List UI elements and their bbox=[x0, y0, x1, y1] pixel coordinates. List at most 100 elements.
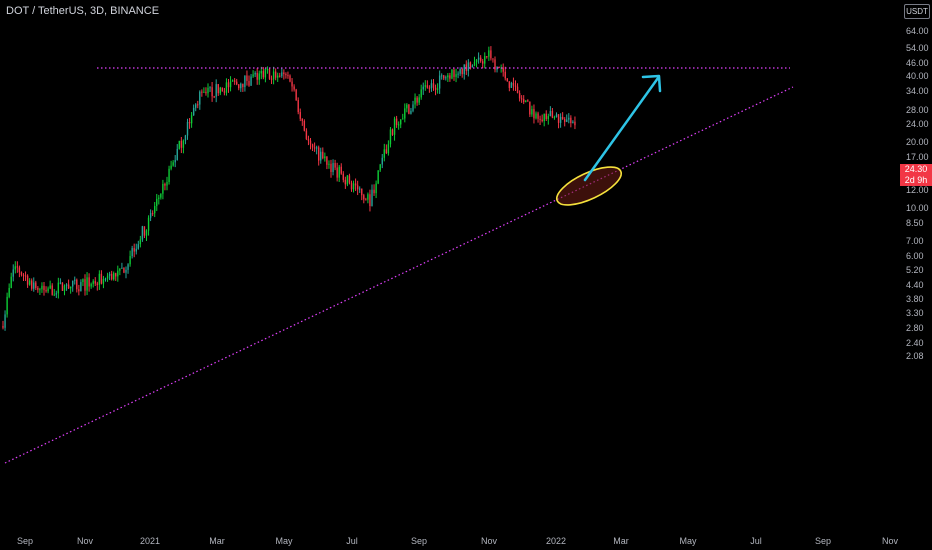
candle-body bbox=[438, 75, 441, 89]
candle-body bbox=[264, 69, 267, 78]
candle-body bbox=[467, 62, 470, 71]
candle-body bbox=[346, 175, 349, 185]
candle-body bbox=[494, 59, 496, 70]
candle-body bbox=[190, 115, 193, 124]
candle-body bbox=[227, 82, 230, 88]
candle-body bbox=[121, 267, 123, 269]
candle-body bbox=[340, 166, 342, 174]
candle-body bbox=[110, 273, 113, 280]
candle-body bbox=[262, 71, 265, 78]
candle-body bbox=[356, 185, 359, 190]
candle-body bbox=[125, 269, 127, 273]
candle-body bbox=[490, 50, 492, 59]
candle-body bbox=[108, 273, 111, 276]
candle-body bbox=[549, 111, 552, 117]
price-chart[interactable] bbox=[0, 0, 900, 530]
candle-body bbox=[395, 118, 398, 125]
candle-body bbox=[82, 279, 84, 283]
projection-arrow bbox=[583, 76, 660, 182]
candle-body bbox=[192, 107, 195, 116]
candle-body bbox=[65, 284, 68, 286]
candle-body bbox=[523, 99, 525, 103]
candle-body bbox=[389, 129, 392, 145]
candle-body bbox=[441, 75, 443, 77]
candle-body bbox=[371, 189, 373, 207]
candle-body bbox=[287, 75, 289, 77]
candle-body bbox=[242, 83, 244, 88]
candle-body bbox=[463, 64, 465, 75]
candle-body bbox=[311, 144, 314, 148]
candle-body bbox=[285, 74, 287, 76]
candle-body bbox=[543, 113, 545, 122]
candle-body bbox=[207, 87, 209, 94]
candle-body bbox=[322, 151, 324, 159]
candle-body bbox=[383, 149, 385, 158]
bar-countdown: 2d 9h bbox=[904, 175, 928, 185]
candle-body bbox=[45, 290, 47, 292]
candle-body bbox=[209, 87, 211, 89]
candle-body bbox=[555, 114, 558, 118]
candle-body bbox=[115, 273, 117, 277]
y-tick-label: 28.00 bbox=[906, 104, 929, 115]
candle-body bbox=[318, 147, 320, 161]
candle-body bbox=[24, 275, 27, 277]
candle-body bbox=[250, 76, 252, 86]
candle-body bbox=[137, 244, 139, 249]
candle-body bbox=[484, 56, 486, 64]
candle-body bbox=[22, 274, 25, 276]
candle-body bbox=[402, 118, 404, 120]
candle-body bbox=[564, 119, 566, 122]
candle-body bbox=[90, 283, 92, 287]
candle-body bbox=[512, 82, 515, 86]
y-tick-label: 17.00 bbox=[906, 152, 929, 163]
candle-body bbox=[566, 119, 568, 122]
candle-body bbox=[535, 113, 537, 119]
candle-body bbox=[252, 74, 254, 77]
candle-body bbox=[51, 285, 53, 295]
currency-badge[interactable]: USDT bbox=[904, 4, 930, 19]
y-tick-label: 54.00 bbox=[906, 42, 929, 53]
candle-body bbox=[443, 75, 445, 79]
candle-body bbox=[131, 248, 133, 257]
candle-body bbox=[393, 118, 396, 135]
x-tick-label: Jul bbox=[750, 536, 762, 546]
x-tick-label: 2021 bbox=[139, 536, 161, 546]
x-tick-label: Nov bbox=[480, 536, 498, 546]
candle-body bbox=[422, 86, 424, 90]
candle-body bbox=[229, 81, 232, 88]
candle-body bbox=[520, 98, 523, 100]
candle-body bbox=[482, 61, 484, 64]
candle-body bbox=[365, 199, 367, 201]
candle-body bbox=[53, 294, 55, 296]
highlight-ellipse bbox=[556, 166, 622, 206]
candle-body bbox=[86, 277, 88, 291]
y-tick-label: 5.20 bbox=[906, 264, 924, 275]
candle-body bbox=[416, 97, 418, 103]
candle-body bbox=[188, 122, 191, 124]
candle-body bbox=[436, 88, 439, 90]
candle-body bbox=[457, 73, 459, 75]
candle-body bbox=[568, 117, 570, 120]
candle-body bbox=[299, 112, 301, 119]
candle-body bbox=[12, 269, 14, 277]
candle-body bbox=[547, 116, 549, 119]
candle-body bbox=[434, 87, 437, 90]
y-tick-label: 8.50 bbox=[906, 217, 924, 228]
candle-body bbox=[43, 285, 45, 291]
candle-body bbox=[410, 110, 412, 114]
candle-body bbox=[354, 183, 357, 186]
candle-body bbox=[145, 230, 148, 236]
candle-body bbox=[133, 248, 135, 252]
x-tick-label: May bbox=[275, 536, 293, 546]
candle-body bbox=[332, 163, 334, 172]
x-tick-label: May bbox=[679, 536, 697, 546]
candle-body bbox=[279, 75, 281, 77]
candle-body bbox=[231, 80, 234, 82]
candle-body bbox=[78, 289, 80, 292]
y-tick-label: 20.00 bbox=[906, 136, 929, 147]
x-tick-label: Nov bbox=[76, 536, 94, 546]
candle-body bbox=[35, 282, 37, 288]
candle-body bbox=[186, 122, 189, 136]
candle-body bbox=[123, 267, 125, 273]
